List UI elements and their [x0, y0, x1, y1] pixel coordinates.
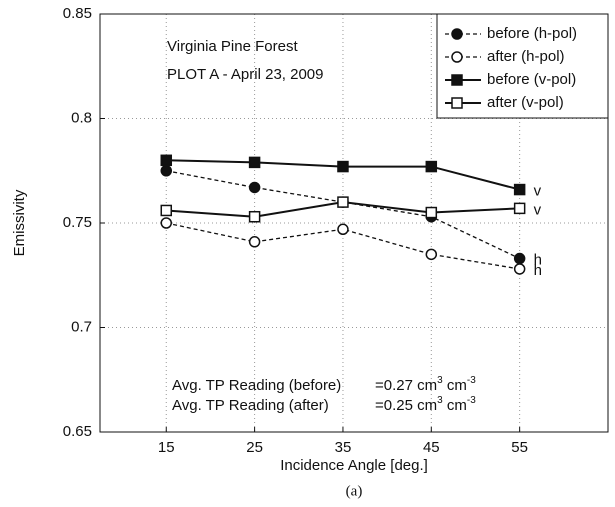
line-end-label: h	[534, 262, 542, 279]
legend: before (h-pol) after (h-pol) before (v-pol…	[436, 13, 609, 119]
x-tick-label: 45	[423, 439, 440, 456]
x-axis-label: Incidence Angle [deg.]	[280, 457, 428, 474]
superscript: 3	[437, 395, 443, 406]
superscript: 3	[437, 375, 443, 386]
marker	[248, 156, 261, 169]
line-end-label: v	[534, 183, 542, 200]
reading-unit: cm	[443, 397, 467, 414]
reading-label: Avg. TP Reading (after)	[172, 397, 329, 414]
y-tick-label: 0.75	[63, 214, 92, 231]
superscript: -3	[467, 375, 476, 386]
marker	[513, 202, 526, 215]
marker	[513, 183, 526, 196]
marker	[425, 206, 438, 219]
y-tick-label: 0.8	[71, 109, 92, 126]
reading-value: =0.25 cm3 cm-3	[375, 395, 476, 414]
legend-label: before (v-pol)	[487, 71, 576, 88]
marker	[425, 160, 438, 173]
marker	[337, 196, 349, 208]
series-line	[166, 170, 520, 260]
reading-value: =0.27 cm3 cm-3	[375, 375, 476, 394]
caption: (a)	[346, 483, 363, 499]
annotation: PLOT A - April 23, 2009	[167, 66, 324, 83]
marker	[160, 165, 173, 177]
series-line	[166, 222, 520, 270]
marker	[513, 252, 526, 265]
marker	[337, 223, 349, 236]
marker	[451, 97, 463, 109]
marker	[248, 210, 261, 223]
marker	[337, 160, 349, 173]
legend-box	[436, 13, 609, 119]
legend-label: before (h-pol)	[487, 25, 577, 42]
marker	[248, 181, 261, 194]
marker	[160, 154, 173, 167]
legend-label: after (v-pol)	[487, 94, 564, 111]
legend-label: after (h-pol)	[487, 48, 565, 65]
x-tick-label: 25	[246, 439, 263, 456]
marker	[451, 51, 463, 63]
marker	[160, 217, 173, 229]
reading-unit: cm	[443, 377, 467, 394]
annotation: Virginia Pine Forest	[167, 38, 298, 55]
reading-number: =0.25 cm	[375, 397, 437, 414]
reading-label: Avg. TP Reading (before)	[172, 377, 341, 394]
y-tick-label: 0.7	[71, 318, 92, 335]
marker	[451, 28, 463, 40]
marker	[160, 204, 173, 217]
y-tick-label: 0.65	[63, 423, 92, 440]
superscript: -3	[467, 395, 476, 406]
line-end-label: h	[534, 251, 542, 268]
x-tick-label: 35	[335, 439, 352, 456]
plot-frame	[99, 13, 609, 433]
marker	[451, 74, 463, 86]
x-tick-label: 55	[511, 439, 528, 456]
x-tick-label: 15	[158, 439, 175, 456]
marker	[248, 236, 261, 248]
y-axis-label: Emissivity	[11, 189, 28, 256]
marker	[425, 248, 438, 261]
reading-number: =0.27 cm	[375, 377, 437, 394]
marker	[513, 263, 526, 275]
y-tick-label: 0.85	[63, 5, 92, 22]
line-end-label: v	[534, 201, 542, 218]
